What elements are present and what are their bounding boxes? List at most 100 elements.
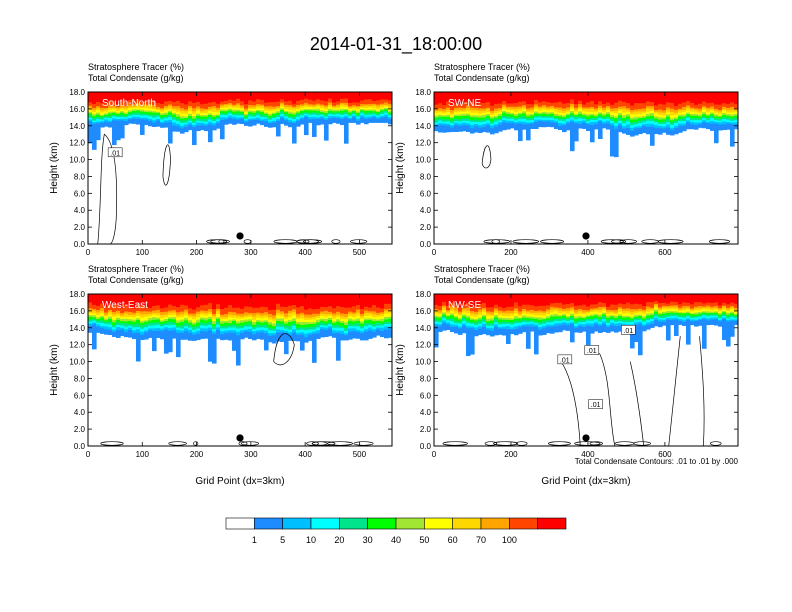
tracer-band xyxy=(474,125,479,133)
tracer-band xyxy=(300,321,305,325)
condensate-contours xyxy=(100,333,374,446)
tracer-band xyxy=(276,92,281,102)
contour-label-text: .01 xyxy=(591,402,601,409)
tracer-band xyxy=(578,106,583,109)
tracer-band xyxy=(670,308,675,312)
tracer-band xyxy=(144,105,149,109)
tracer-band xyxy=(458,115,463,120)
tracer-band xyxy=(606,122,611,130)
tracer-band xyxy=(132,316,137,320)
tracer-band xyxy=(578,294,583,306)
tracer-band xyxy=(180,118,185,121)
tracer-band xyxy=(164,117,169,121)
tracer-band xyxy=(128,115,133,118)
tracer-band xyxy=(490,124,495,129)
tracer-band xyxy=(336,332,341,361)
tracer-band xyxy=(160,319,165,322)
tracer-band xyxy=(200,116,205,120)
tracer-band xyxy=(638,323,643,356)
tracer-band xyxy=(566,303,571,309)
contour-line xyxy=(100,441,124,446)
tracer-band xyxy=(152,114,157,118)
tracer-band xyxy=(240,118,245,125)
tracer-band xyxy=(352,114,357,118)
tracer-band xyxy=(160,294,165,309)
contour-line xyxy=(303,239,319,244)
tracer-band xyxy=(526,92,531,104)
tracer-band xyxy=(730,294,735,303)
tracer-band xyxy=(570,313,575,316)
tracer-band xyxy=(598,105,603,108)
tracer-band xyxy=(192,110,197,114)
tracer-band xyxy=(240,317,245,321)
tracer-band xyxy=(344,294,349,308)
tracer-band xyxy=(324,114,329,117)
tracer-band xyxy=(300,334,305,351)
y-tick-label: 0.0 xyxy=(420,442,432,451)
tracer-band xyxy=(284,92,289,102)
tracer-band xyxy=(120,108,125,112)
tracer-band xyxy=(368,103,373,106)
tracer-band xyxy=(482,123,487,128)
y-tick-label: 10.0 xyxy=(69,358,85,367)
tracer-band xyxy=(256,114,261,118)
tracer-band xyxy=(614,321,619,324)
tracer-band xyxy=(438,124,443,133)
tracer-band xyxy=(360,313,365,317)
tracer-band xyxy=(188,107,193,112)
tracer-band xyxy=(280,111,285,115)
tracer-band xyxy=(380,103,385,106)
tracer-band xyxy=(144,319,149,322)
tracer-band xyxy=(494,294,499,305)
tracer-band xyxy=(558,101,563,108)
tracer-band xyxy=(244,330,249,338)
tracer-band xyxy=(220,323,225,326)
contour-line xyxy=(657,239,684,244)
tracer-band xyxy=(474,121,479,124)
tracer-band xyxy=(650,316,655,319)
tracer-band xyxy=(702,101,707,107)
tracer-band xyxy=(296,92,301,101)
tracer-band xyxy=(498,111,503,114)
tracer-band xyxy=(220,327,225,332)
tracer-band xyxy=(352,305,357,313)
tracer-band xyxy=(284,110,289,113)
tracer-band xyxy=(304,113,309,116)
tracer-band xyxy=(626,307,631,311)
tracer-band xyxy=(204,325,209,329)
tracer-band xyxy=(726,92,731,104)
tracer-band xyxy=(240,322,245,326)
tracer-band xyxy=(344,330,349,334)
tracer-band xyxy=(96,92,101,102)
tracer-band xyxy=(184,312,189,316)
tracer-band xyxy=(188,122,193,125)
tracer-band xyxy=(276,101,281,107)
tracer-band xyxy=(606,317,611,321)
tracer-band xyxy=(594,107,599,111)
tracer-band xyxy=(710,306,715,309)
tracer-band xyxy=(240,327,245,331)
tracer-band xyxy=(108,315,113,319)
tracer-band xyxy=(566,102,571,108)
tracer-band xyxy=(148,313,153,317)
condensate-contours xyxy=(481,145,731,244)
tracer-band xyxy=(344,106,349,110)
tracer-band xyxy=(320,118,325,125)
tracer-band xyxy=(96,114,101,117)
tracer-band xyxy=(574,309,579,313)
tracer-band xyxy=(384,108,389,111)
tracer-band xyxy=(510,294,515,307)
tracer-band xyxy=(494,125,499,134)
colorbar-swatch xyxy=(480,517,510,530)
tracer-band xyxy=(116,324,121,328)
tracer-band xyxy=(706,314,711,317)
tracer-band xyxy=(510,312,515,316)
tracer-band xyxy=(316,104,321,107)
tracer-band xyxy=(336,115,341,119)
tracer-band xyxy=(352,113,357,116)
tracer-band xyxy=(268,113,273,116)
tracer-band xyxy=(658,306,663,310)
tracer-band xyxy=(718,316,723,319)
tracer-band xyxy=(160,307,165,313)
tracer-band xyxy=(514,106,519,109)
